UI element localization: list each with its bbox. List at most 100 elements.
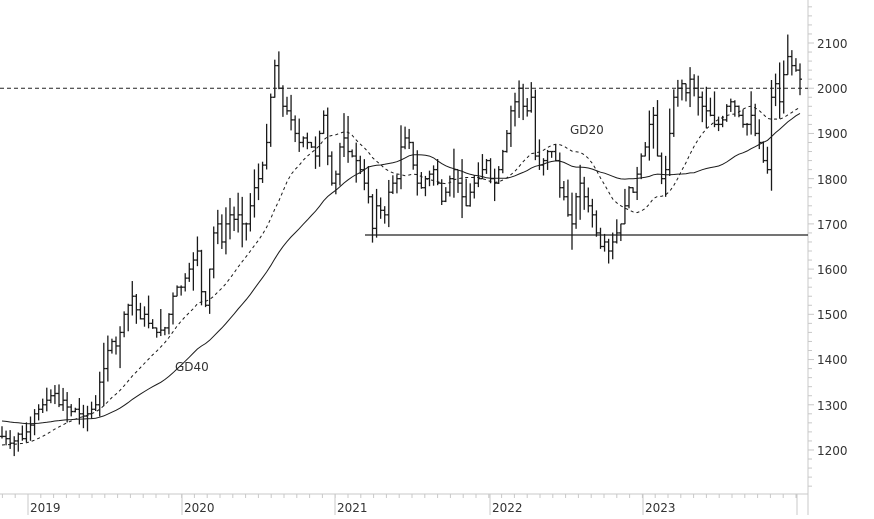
- ohlc-bar: [451, 148, 456, 198]
- ohlc-bar: [712, 91, 717, 128]
- ohlc-bar: [655, 100, 660, 157]
- ohlc-bar: [456, 168, 460, 193]
- ohlc-bar: [415, 150, 420, 196]
- ohlc-bar: [36, 404, 41, 421]
- ohlc-bar: [329, 151, 334, 186]
- ohlc-bar: [578, 164, 583, 220]
- y-label-1500: 1500: [817, 308, 848, 322]
- ohlc-bar: [464, 178, 469, 207]
- ohlc-bar: [337, 142, 342, 186]
- ohlc-bar: [183, 273, 188, 292]
- ohlc-bar: [191, 252, 196, 291]
- ohlc-bar: [215, 209, 220, 245]
- ohlc-bar: [411, 141, 416, 170]
- ohlc-bar: [492, 168, 497, 202]
- ohlc-bar: [32, 409, 37, 436]
- ohlc-bar: [643, 142, 648, 157]
- ohlc-bar: [179, 285, 184, 296]
- ohlc-bar: [285, 96, 289, 115]
- ohlc-bar: [130, 281, 135, 316]
- ohlc-bar: [627, 186, 631, 209]
- ohlc-bar: [85, 405, 90, 432]
- ohlc-bar: [582, 176, 587, 210]
- ohlc-bar: [93, 395, 98, 411]
- ohlc-bar: [366, 166, 371, 204]
- ohlc-bar: [350, 149, 355, 158]
- ohlc-bar: [419, 172, 424, 189]
- ohlc-bar: [268, 93, 273, 147]
- ohlc-bar: [289, 94, 294, 131]
- ohlc-bar: [537, 139, 542, 170]
- reference-lines: [0, 87, 808, 236]
- ohlc-bar: [97, 371, 102, 417]
- ohlc-bar: [574, 192, 579, 229]
- ohlc-bar: [81, 404, 86, 429]
- ohlc-bar: [134, 294, 139, 324]
- ohlc-bar: [219, 214, 224, 249]
- ohlc-bar: [517, 80, 522, 118]
- ohlc-bar: [513, 92, 517, 127]
- ohlc-bar: [671, 89, 676, 137]
- y-label-2100: 2100: [817, 37, 848, 51]
- ohlc-bar: [73, 407, 78, 413]
- ohlc-bar: [472, 175, 477, 199]
- ohlc-bar: [390, 175, 395, 195]
- ohlc-bar: [203, 291, 208, 308]
- ohlc-bar: [423, 175, 428, 197]
- ohlc-bar: [354, 142, 359, 183]
- ohlc-bar: [476, 162, 481, 188]
- ohlc-bar: [370, 194, 375, 243]
- ohlc-bar: [606, 238, 611, 264]
- ohlc-bar: [260, 161, 265, 183]
- ohlc-bar: [789, 50, 794, 76]
- ohlc-bar: [52, 385, 57, 405]
- ohlc-bar: [20, 425, 25, 441]
- ohlc-bar: [146, 295, 151, 329]
- ohlc-bar: [553, 144, 558, 162]
- ohlc-bar: [765, 146, 770, 174]
- ohlc-bar: [468, 183, 473, 207]
- ohlc-bar: [761, 141, 766, 163]
- ohlc-bar: [187, 262, 192, 282]
- ohlc-bar: [635, 166, 640, 201]
- ohlc-bar: [394, 174, 399, 194]
- ohlc-bar: [228, 197, 232, 240]
- y-label-1400: 1400: [817, 353, 848, 367]
- ohlc-bar: [496, 166, 501, 184]
- ohlc-bar: [565, 179, 570, 217]
- ohlc-bar: [647, 110, 652, 161]
- ohlc-bar: [769, 80, 774, 191]
- ohlc-bar: [240, 196, 245, 248]
- ohlc-bar: [504, 130, 509, 153]
- ohlc-bar: [561, 181, 566, 201]
- ohlc-bar: [301, 136, 306, 148]
- ohlc-bar: [211, 226, 216, 279]
- y-label-1900: 1900: [817, 127, 848, 141]
- x-label-2020: 2020: [184, 501, 215, 515]
- ohlc-bar: [728, 98, 733, 112]
- ohlc-bar: [679, 79, 684, 101]
- ohlc-bar: [724, 104, 729, 122]
- ohlc-bar: [622, 188, 627, 225]
- price-bars: [0, 34, 802, 457]
- ohlc-bar: [256, 163, 261, 201]
- ohlc-bar: [105, 335, 110, 382]
- ohlc-bar: [122, 311, 127, 338]
- ohlc-bar: [150, 319, 155, 329]
- x-axis-labels: 2019 2020 2021 2022 2023: [30, 501, 676, 515]
- ohlc-bar: [757, 119, 762, 150]
- ohlc-bar: [675, 79, 680, 107]
- ohlc-bar: [480, 154, 485, 180]
- ohlc-bar: [362, 159, 367, 191]
- ohlc-bar: [0, 426, 4, 439]
- ohlc-bar: [570, 192, 574, 250]
- y-label-1800: 1800: [817, 173, 848, 187]
- x-label-2022: 2022: [492, 501, 523, 515]
- ohlc-bar: [631, 187, 636, 193]
- ohlc-bar: [175, 285, 180, 297]
- ohlc-bar: [598, 227, 603, 249]
- ohlc-bar: [293, 115, 298, 143]
- y-label-2000: 2000: [817, 82, 848, 96]
- y-label-1700: 1700: [817, 218, 848, 232]
- ohlc-bar: [732, 100, 737, 117]
